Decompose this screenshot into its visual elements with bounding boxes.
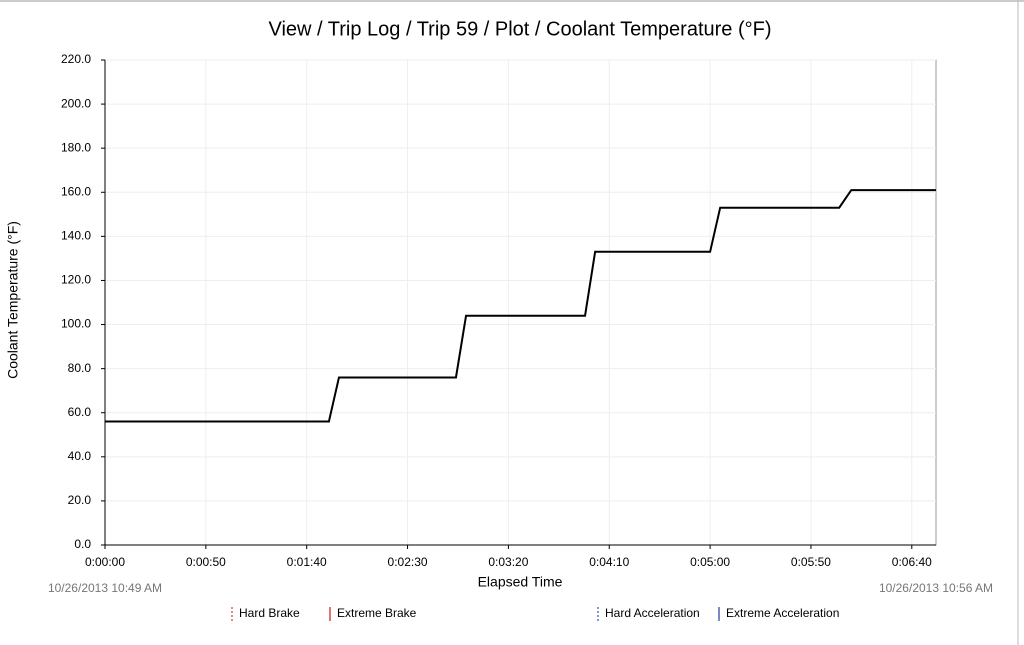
- legend-label: Hard Brake: [239, 606, 300, 620]
- x-tick-label: 0:02:30: [388, 555, 428, 569]
- chart-title: View / Trip Log / Trip 59 / Plot / Coola…: [268, 18, 771, 40]
- x-tick-label: 0:00:50: [186, 555, 226, 569]
- y-tick-label: 220.0: [61, 52, 91, 66]
- x-tick-label: 0:06:40: [892, 555, 932, 569]
- y-tick-label: 80.0: [68, 361, 92, 375]
- x-tick-label: 0:00:00: [85, 555, 125, 569]
- y-axis-label: Coolant Temperature (°F): [5, 221, 21, 379]
- x-tick-label: 0:05:50: [791, 555, 831, 569]
- legend-label: Extreme Acceleration: [726, 606, 839, 620]
- y-tick-label: 180.0: [61, 140, 91, 154]
- y-tick-label: 120.0: [61, 273, 91, 287]
- y-tick-label: 40.0: [68, 449, 92, 463]
- x-axis-label: Elapsed Time: [478, 574, 563, 590]
- legend-label: Extreme Brake: [337, 606, 417, 620]
- legend-label: Hard Acceleration: [605, 606, 700, 620]
- y-tick-label: 0.0: [74, 537, 91, 551]
- y-tick-label: 140.0: [61, 229, 91, 243]
- x-tick-label: 0:05:00: [690, 555, 730, 569]
- y-tick-label: 60.0: [68, 405, 92, 419]
- x-tick-label: 0:01:40: [287, 555, 327, 569]
- y-tick-label: 200.0: [61, 96, 91, 110]
- x-tick-label: 0:04:10: [589, 555, 629, 569]
- y-tick-label: 100.0: [61, 317, 91, 331]
- y-tick-label: 160.0: [61, 184, 91, 198]
- y-tick-label: 20.0: [68, 493, 92, 507]
- start-time: 10/26/2013 10:49 AM: [48, 581, 162, 595]
- end-time: 10/26/2013 10:56 AM: [879, 581, 993, 595]
- data-line: [105, 189, 936, 423]
- x-tick-label: 0:03:20: [488, 555, 528, 569]
